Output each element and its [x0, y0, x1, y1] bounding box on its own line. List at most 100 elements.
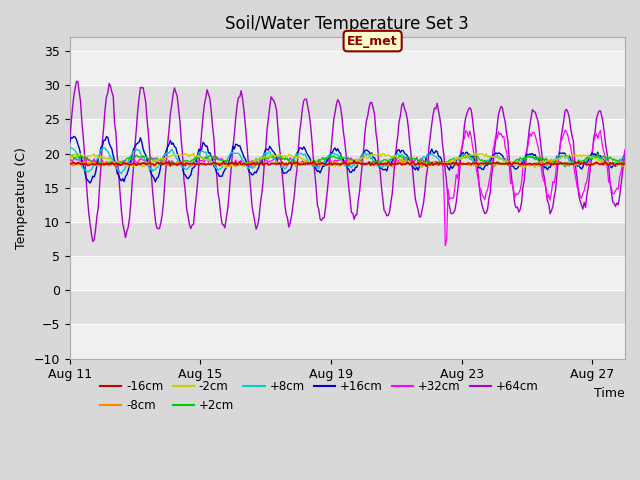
-2cm [621, 163, 629, 168]
+32cm [621, 147, 629, 153]
+64cm [89, 239, 97, 244]
-2cm [450, 156, 458, 162]
Bar [70, 222, 625, 256]
+16cm [621, 155, 629, 160]
+16cm [361, 148, 369, 154]
-8cm [66, 160, 74, 166]
+32cm [561, 127, 569, 133]
+32cm [66, 157, 74, 163]
+64cm [451, 207, 459, 213]
+64cm [173, 93, 181, 99]
+2cm [171, 160, 179, 166]
+16cm [86, 180, 94, 186]
+8cm [172, 155, 180, 160]
-8cm [452, 160, 460, 166]
Line: +8cm: +8cm [70, 148, 625, 173]
+32cm [171, 161, 179, 167]
Text: EE_met: EE_met [348, 35, 398, 48]
Bar [70, 324, 625, 359]
-2cm [426, 161, 434, 167]
Bar [70, 256, 625, 290]
+2cm [621, 161, 629, 167]
+2cm [450, 155, 458, 161]
+16cm [451, 161, 459, 167]
+2cm [594, 151, 602, 156]
Line: -16cm: -16cm [70, 161, 625, 167]
-8cm [388, 164, 396, 170]
Line: +2cm: +2cm [70, 154, 625, 167]
Line: -8cm: -8cm [70, 160, 625, 167]
+8cm [118, 170, 125, 176]
Line: +16cm: +16cm [70, 136, 625, 183]
-2cm [66, 155, 74, 160]
+8cm [428, 150, 436, 156]
+2cm [561, 164, 569, 169]
Bar [70, 120, 625, 154]
Line: -2cm: -2cm [70, 153, 625, 168]
-8cm [160, 157, 168, 163]
Bar [70, 188, 625, 222]
Line: +64cm: +64cm [70, 82, 625, 241]
+8cm [451, 157, 459, 163]
+16cm [70, 133, 77, 139]
+64cm [452, 200, 460, 205]
+2cm [66, 155, 74, 160]
-16cm [429, 162, 437, 168]
Bar [70, 85, 625, 120]
+64cm [621, 150, 629, 156]
+32cm [442, 243, 449, 249]
-2cm [401, 158, 408, 164]
Legend: -16cm, -8cm, -2cm, +2cm, +8cm, +16cm, +32cm, +64cm: -16cm, -8cm, -2cm, +2cm, +8cm, +16cm, +3… [95, 375, 544, 417]
-2cm [519, 165, 527, 171]
X-axis label: Time: Time [595, 387, 625, 400]
-16cm [422, 164, 430, 169]
+64cm [66, 141, 74, 146]
+32cm [401, 156, 408, 161]
-16cm [621, 161, 629, 167]
+8cm [621, 155, 629, 160]
+64cm [429, 111, 437, 117]
+32cm [426, 161, 434, 167]
+16cm [66, 139, 74, 145]
Line: +32cm: +32cm [70, 130, 625, 246]
-8cm [360, 162, 367, 168]
-2cm [171, 153, 179, 158]
-16cm [402, 161, 410, 167]
+2cm [426, 161, 434, 167]
+8cm [402, 157, 410, 163]
-16cm [350, 158, 358, 164]
-16cm [451, 162, 459, 168]
+2cm [401, 154, 408, 160]
+16cm [452, 157, 460, 163]
-2cm [358, 155, 366, 160]
-8cm [172, 162, 180, 168]
Y-axis label: Temperature (C): Temperature (C) [15, 147, 28, 249]
+8cm [360, 151, 367, 157]
+64cm [72, 79, 80, 84]
-8cm [621, 160, 629, 166]
+2cm [358, 160, 366, 166]
+16cm [429, 149, 437, 155]
-16cm [171, 161, 179, 167]
+8cm [450, 160, 458, 166]
-8cm [451, 162, 459, 168]
-2cm [472, 150, 479, 156]
+16cm [173, 150, 181, 156]
-16cm [66, 160, 74, 166]
-2cm [448, 158, 456, 164]
+2cm [448, 157, 456, 163]
+64cm [361, 129, 369, 134]
+32cm [450, 195, 458, 201]
+32cm [451, 184, 459, 190]
-16cm [452, 159, 460, 165]
Bar [70, 154, 625, 188]
Bar [70, 290, 625, 324]
+64cm [403, 116, 411, 121]
+8cm [66, 145, 74, 151]
-16cm [360, 162, 367, 168]
+32cm [358, 158, 366, 164]
Title: Soil/Water Temperature Set 3: Soil/Water Temperature Set 3 [225, 15, 469, 33]
+16cm [403, 153, 411, 158]
-8cm [403, 161, 411, 167]
Bar [70, 51, 625, 85]
